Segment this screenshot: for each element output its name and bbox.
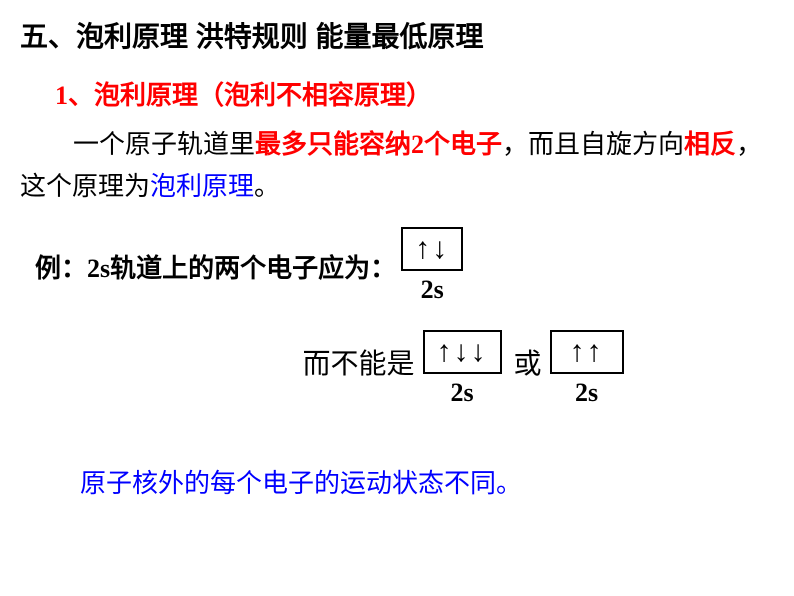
orbital-valid: ↑↓ 2s: [401, 227, 463, 305]
para-text-1: 一个原子轨道里: [73, 130, 255, 159]
cannot-label: 而不能是: [302, 342, 414, 382]
example-row: 例：2s轨道上的两个电子应为： ↑↓ 2s: [20, 227, 774, 305]
cannot-row: 而不能是 ↑↓↓ 2s 或 ↑↑ 2s: [160, 330, 774, 408]
footer-conclusion: 原子核外的每个电子的运动状态不同。: [80, 463, 774, 500]
orbital-invalid-1: ↑↓↓ 2s: [423, 330, 502, 408]
sub-heading: 1、泡利原理（泡利不相容原理）: [55, 75, 774, 112]
orbital-label-invalid-1: 2s: [450, 378, 473, 408]
para-highlight-max: 最多只能容纳2个电子: [255, 130, 502, 159]
or-label: 或: [514, 342, 542, 382]
para-highlight-opposite: 相反: [684, 130, 736, 159]
orbital-invalid-2: ↑↑ 2s: [550, 330, 624, 408]
orbital-box-valid: ↑↓: [401, 227, 463, 271]
orbital-label-invalid-2: 2s: [575, 378, 598, 408]
orbital-box-invalid-1: ↑↓↓: [423, 330, 502, 374]
main-heading: 五、泡利原理 洪特规则 能量最低原理: [20, 15, 774, 55]
description-paragraph: 一个原子轨道里最多只能容纳2个电子，而且自旋方向相反，这个原理为泡利原理。: [20, 124, 774, 207]
orbital-box-invalid-2: ↑↑: [550, 330, 624, 374]
para-text-2: ，而且自旋方向: [502, 130, 684, 159]
para-text-4: 。: [254, 172, 280, 201]
example-label: 例：2s轨道上的两个电子应为：: [35, 248, 396, 285]
para-term-pauli: 泡利原理: [150, 172, 254, 201]
orbital-label-valid: 2s: [421, 275, 444, 305]
